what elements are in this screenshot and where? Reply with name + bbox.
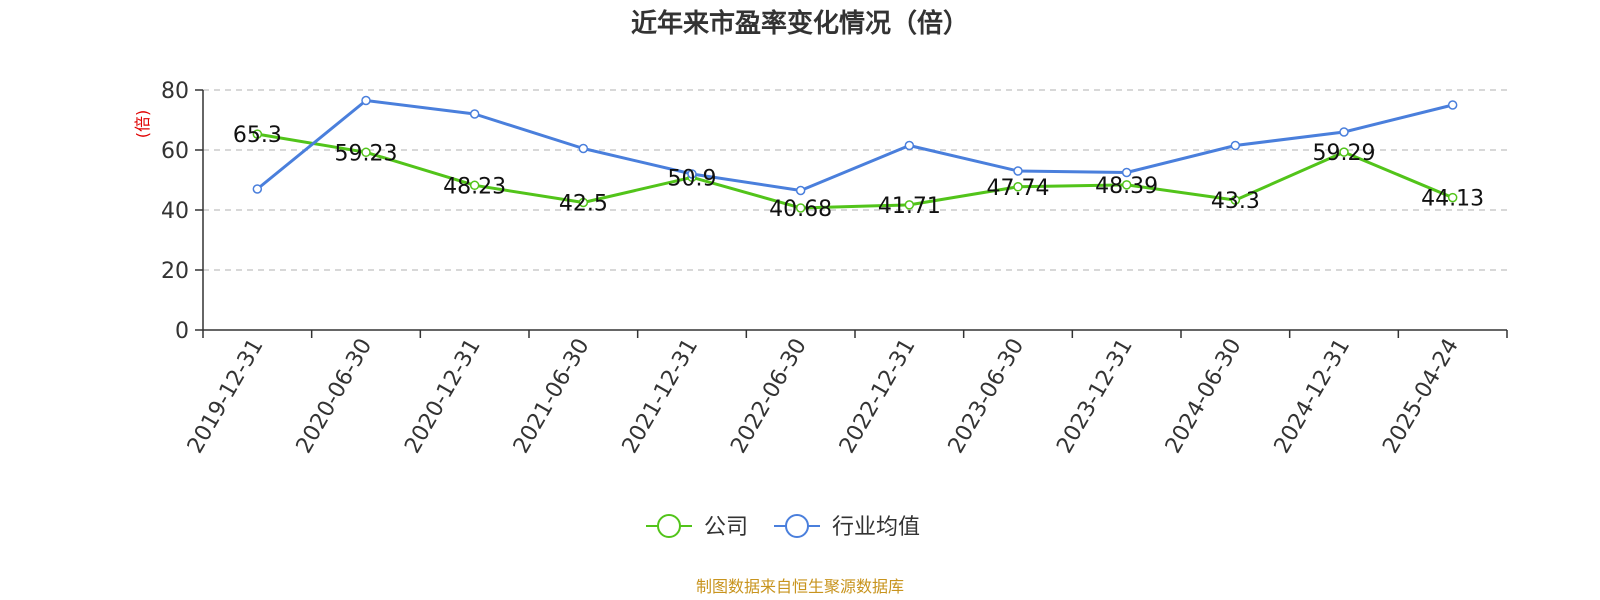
data-point bbox=[361, 95, 371, 106]
y-tick-label: 0 bbox=[175, 319, 189, 344]
data-point bbox=[1121, 180, 1132, 190]
data-label: 59.23 bbox=[335, 141, 398, 166]
x-tick-label: 2021-06-30 bbox=[509, 335, 595, 458]
series-line-1 bbox=[256, 99, 1454, 192]
data-point bbox=[252, 129, 263, 139]
data-labels: 65.3 59.23 48.23 42.5 50.9 40.68 41.71 47.74 48.… bbox=[233, 123, 1484, 222]
x-tick-label: 2019-12-31 bbox=[183, 335, 269, 458]
data-point bbox=[1339, 147, 1349, 157]
data-point bbox=[1230, 195, 1241, 205]
data-label: 47.74 bbox=[987, 176, 1050, 201]
y-tick-label: 20 bbox=[161, 259, 189, 284]
y-tick-label: 80 bbox=[161, 79, 189, 104]
legend: 公司 行业均值 bbox=[646, 514, 920, 540]
data-label: 42.5 bbox=[559, 192, 608, 217]
chart-title: 近年来市盈率变化情况（倍） bbox=[631, 8, 969, 39]
data-label: 44.13 bbox=[1421, 187, 1484, 212]
legend-label: 行业均值 bbox=[832, 515, 920, 540]
x-tick-label: 2023-12-31 bbox=[1052, 335, 1138, 458]
y-tick-label: 60 bbox=[161, 139, 189, 164]
data-point bbox=[1013, 166, 1023, 176]
data-point bbox=[687, 169, 697, 179]
x-tick-label: 2020-12-31 bbox=[400, 335, 486, 458]
data-label: 40.68 bbox=[769, 197, 832, 222]
data-label: 41.71 bbox=[878, 194, 941, 219]
data-label: 65.3 bbox=[233, 123, 282, 148]
data-label: 50.9 bbox=[668, 166, 717, 191]
series-line-0 bbox=[257, 132, 1454, 210]
data-label: 59.29 bbox=[1313, 141, 1376, 166]
data-point bbox=[904, 140, 915, 151]
source-note: 制图数据来自恒生聚源数据库 bbox=[696, 577, 904, 596]
data-point bbox=[1447, 100, 1458, 110]
data-point bbox=[904, 200, 915, 210]
data-label: 48.39 bbox=[1095, 174, 1158, 199]
data-label: 43.3 bbox=[1211, 189, 1260, 214]
x-tick-label: 2024-12-31 bbox=[1270, 335, 1356, 458]
y-tick-label: 40 bbox=[161, 199, 189, 224]
data-point bbox=[361, 147, 371, 158]
data-point bbox=[1013, 182, 1023, 192]
y-axis-unit-label: (倍) bbox=[133, 110, 152, 139]
data-point bbox=[795, 203, 806, 213]
data-point bbox=[469, 109, 480, 119]
data-point bbox=[1339, 127, 1349, 137]
x-tick-label: 2024-06-30 bbox=[1161, 335, 1247, 458]
legend-label: 公司 bbox=[704, 515, 748, 540]
data-point bbox=[469, 180, 480, 191]
data-point bbox=[578, 143, 589, 154]
data-label: 48.23 bbox=[443, 174, 506, 199]
data-point bbox=[1121, 167, 1132, 178]
data-point bbox=[1230, 140, 1241, 151]
data-point bbox=[1447, 192, 1458, 203]
data-point bbox=[578, 197, 589, 208]
x-tick-label: 2022-12-31 bbox=[835, 335, 921, 458]
data-point bbox=[252, 184, 263, 194]
x-tick-label: 2023-06-30 bbox=[944, 335, 1030, 458]
grid-lines bbox=[203, 89, 1507, 271]
data-point bbox=[795, 185, 806, 196]
legend-marker bbox=[657, 514, 681, 538]
legend-marker bbox=[785, 514, 809, 538]
series-lines bbox=[252, 95, 1458, 213]
x-tick-label: 2021-12-31 bbox=[618, 335, 704, 458]
x-tick-label: 2022-06-30 bbox=[726, 335, 812, 458]
x-tick-label: 2025-04-24 bbox=[1378, 335, 1464, 458]
x-tick-label: 2020-06-30 bbox=[292, 335, 378, 458]
